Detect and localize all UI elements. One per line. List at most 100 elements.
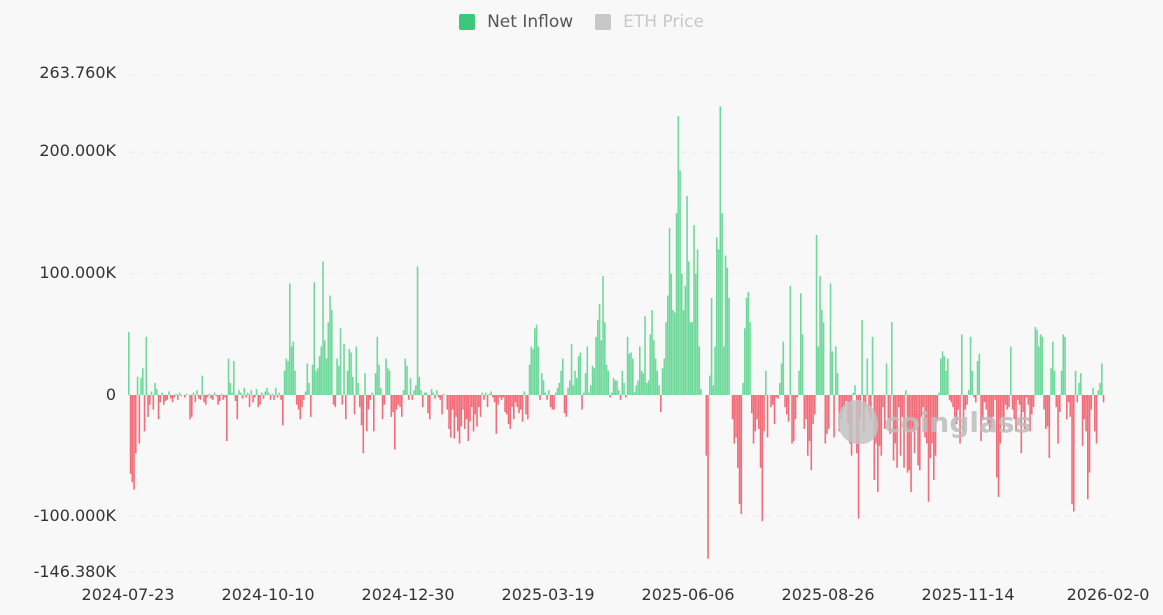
bar[interactable] bbox=[189, 395, 191, 420]
bar[interactable] bbox=[793, 395, 795, 442]
bar[interactable] bbox=[696, 249, 699, 395]
bar[interactable] bbox=[425, 392, 428, 395]
bar[interactable] bbox=[1027, 395, 1030, 405]
bar[interactable] bbox=[285, 358, 288, 395]
bar[interactable] bbox=[497, 395, 499, 405]
bar[interactable] bbox=[787, 395, 790, 422]
bar[interactable] bbox=[535, 324, 538, 395]
bar[interactable] bbox=[649, 334, 652, 395]
bar[interactable] bbox=[1088, 395, 1091, 473]
bar[interactable] bbox=[877, 395, 879, 493]
bar[interactable] bbox=[903, 395, 905, 468]
bar[interactable] bbox=[639, 346, 641, 395]
bar[interactable] bbox=[693, 225, 695, 395]
bar[interactable] bbox=[366, 395, 368, 432]
bar[interactable] bbox=[1050, 368, 1052, 395]
bar[interactable] bbox=[250, 390, 253, 395]
bar[interactable] bbox=[607, 370, 610, 395]
bar[interactable] bbox=[817, 346, 820, 395]
bar[interactable] bbox=[1080, 373, 1082, 395]
bar[interactable] bbox=[955, 395, 958, 425]
bar[interactable] bbox=[133, 395, 135, 490]
bar[interactable] bbox=[203, 395, 205, 403]
bar[interactable] bbox=[1022, 395, 1024, 412]
bar[interactable] bbox=[327, 322, 330, 395]
bar[interactable] bbox=[954, 395, 956, 417]
bar[interactable] bbox=[1081, 395, 1084, 446]
bar[interactable] bbox=[212, 395, 214, 400]
bar[interactable] bbox=[805, 395, 807, 420]
bar[interactable] bbox=[912, 395, 914, 432]
bar[interactable] bbox=[551, 395, 554, 410]
bar[interactable] bbox=[1095, 395, 1098, 444]
bar[interactable] bbox=[656, 370, 659, 395]
bar[interactable] bbox=[1087, 395, 1089, 500]
bar[interactable] bbox=[623, 382, 625, 395]
bar[interactable] bbox=[453, 395, 456, 439]
bar[interactable] bbox=[670, 273, 673, 395]
bar[interactable] bbox=[170, 395, 172, 399]
bar[interactable] bbox=[514, 395, 517, 403]
bar[interactable] bbox=[770, 395, 772, 408]
bar[interactable] bbox=[663, 358, 666, 395]
bar[interactable] bbox=[982, 395, 984, 420]
bar[interactable] bbox=[138, 395, 141, 444]
bar[interactable] bbox=[798, 370, 800, 395]
bar[interactable] bbox=[588, 392, 590, 395]
bar[interactable] bbox=[576, 378, 578, 395]
bar[interactable] bbox=[555, 392, 557, 395]
bar[interactable] bbox=[574, 370, 576, 395]
bar[interactable] bbox=[409, 378, 412, 395]
bar[interactable] bbox=[719, 106, 722, 395]
bar[interactable] bbox=[1066, 395, 1068, 420]
bar[interactable] bbox=[651, 310, 653, 395]
bar[interactable] bbox=[936, 395, 939, 420]
bar[interactable] bbox=[175, 393, 177, 395]
bar[interactable] bbox=[1020, 395, 1023, 454]
bar[interactable] bbox=[467, 395, 470, 442]
bar[interactable] bbox=[516, 395, 519, 408]
bar[interactable] bbox=[290, 346, 293, 395]
bar[interactable] bbox=[1078, 382, 1080, 395]
bar[interactable] bbox=[751, 395, 753, 414]
bar[interactable] bbox=[796, 395, 799, 398]
bar[interactable] bbox=[999, 395, 1002, 444]
bar[interactable] bbox=[980, 395, 982, 442]
bar[interactable] bbox=[534, 328, 536, 395]
bar[interactable] bbox=[532, 348, 534, 395]
bar[interactable] bbox=[602, 276, 604, 395]
bar[interactable] bbox=[549, 395, 552, 408]
bar[interactable] bbox=[924, 395, 926, 438]
bar[interactable] bbox=[194, 395, 197, 403]
bar[interactable] bbox=[352, 376, 354, 395]
bar[interactable] bbox=[892, 395, 895, 461]
bar[interactable] bbox=[304, 391, 307, 395]
bar[interactable] bbox=[346, 370, 349, 395]
bar[interactable] bbox=[759, 395, 762, 468]
bar[interactable] bbox=[401, 395, 403, 417]
bar[interactable] bbox=[360, 395, 363, 426]
bar[interactable] bbox=[791, 395, 793, 444]
bar[interactable] bbox=[1067, 395, 1070, 403]
bar[interactable] bbox=[525, 395, 527, 415]
bar[interactable] bbox=[241, 395, 244, 399]
bar[interactable] bbox=[828, 395, 830, 429]
bar[interactable] bbox=[560, 370, 562, 395]
bar[interactable] bbox=[978, 353, 981, 395]
bar[interactable] bbox=[973, 395, 975, 398]
bar[interactable] bbox=[1039, 334, 1042, 395]
bar[interactable] bbox=[843, 395, 846, 408]
bar[interactable] bbox=[350, 352, 352, 395]
bar[interactable] bbox=[1064, 336, 1066, 395]
bar[interactable] bbox=[646, 382, 648, 395]
bar[interactable] bbox=[243, 387, 246, 395]
bar[interactable] bbox=[668, 227, 671, 395]
bar[interactable] bbox=[913, 395, 916, 454]
bar[interactable] bbox=[920, 395, 923, 417]
bar[interactable] bbox=[177, 395, 179, 400]
bar[interactable] bbox=[185, 393, 188, 395]
bar[interactable] bbox=[437, 395, 440, 398]
bar[interactable] bbox=[306, 363, 309, 395]
bar[interactable] bbox=[819, 276, 821, 395]
bar[interactable] bbox=[423, 392, 426, 395]
